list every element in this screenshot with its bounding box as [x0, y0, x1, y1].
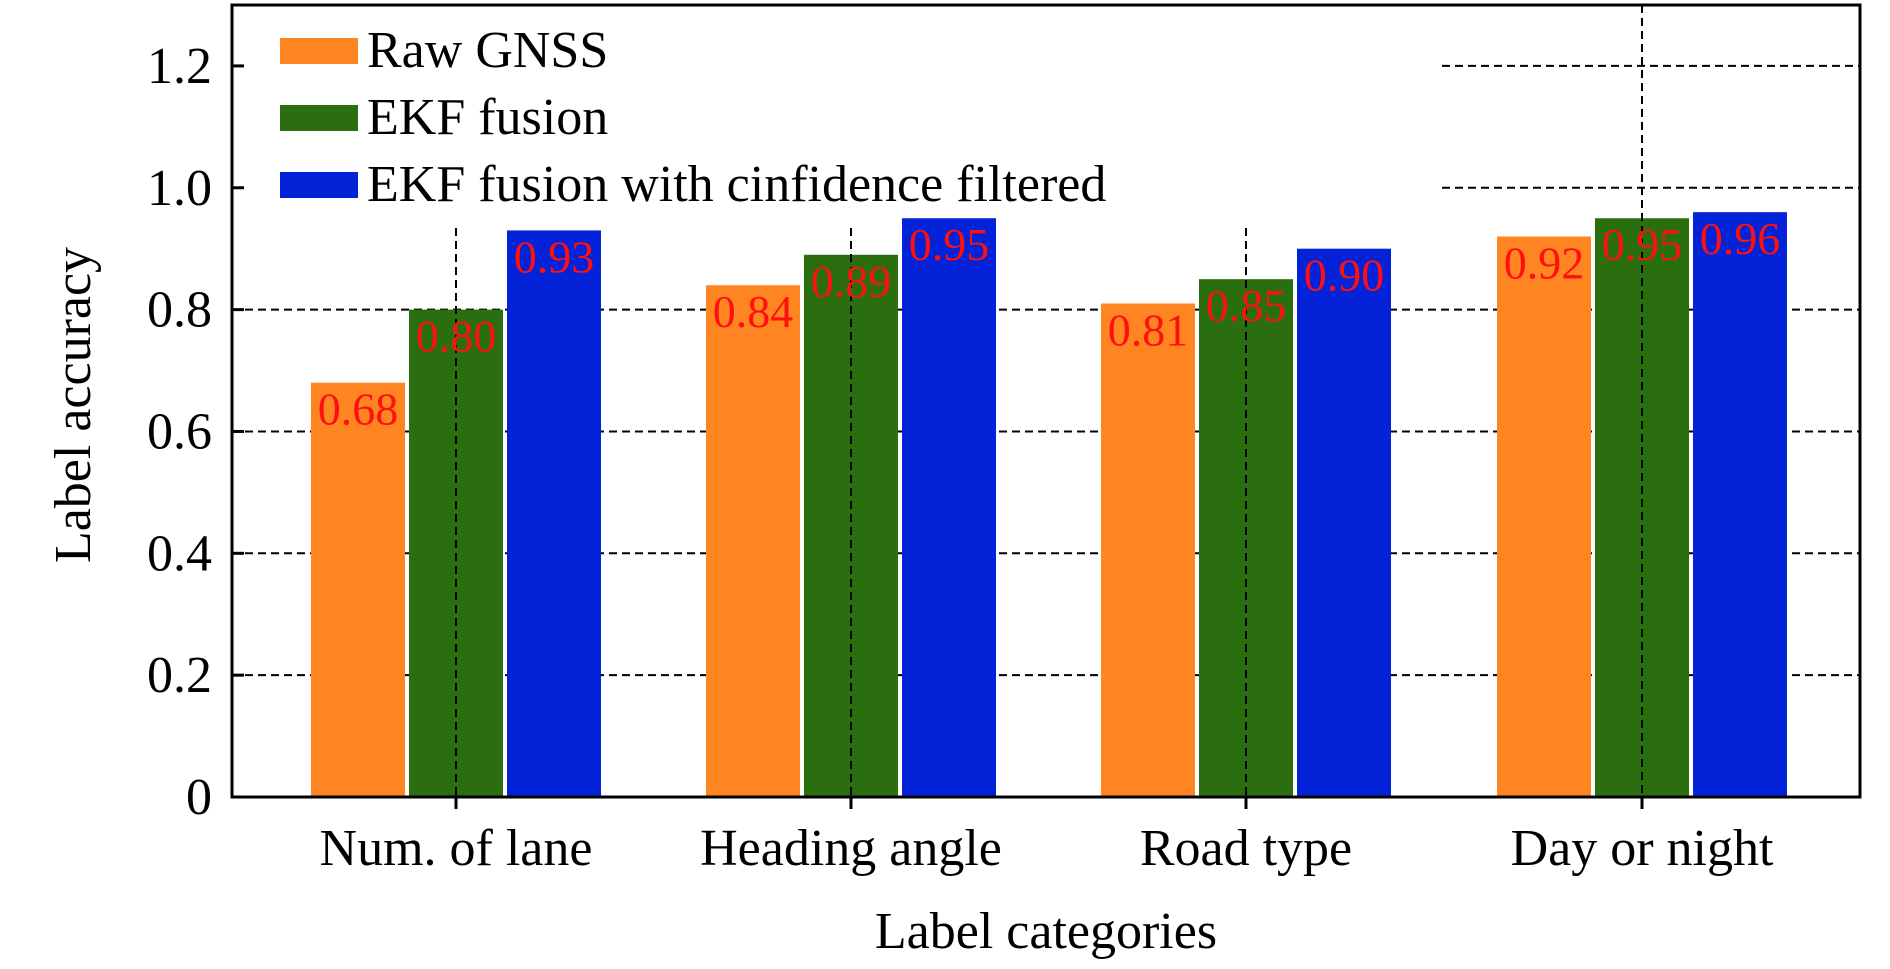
bar	[1297, 248, 1391, 797]
legend: Raw GNSS EKF fusion EKF fusion with cinfid…	[280, 22, 1106, 213]
bar	[1497, 236, 1591, 797]
y-tick-label: 1.2	[147, 38, 212, 95]
data-labels: 0.68 0.80 0.93 0.84 0.89 0.95 0.81 0.85 0.90 0.92…	[318, 213, 1781, 435]
y-tick-label: 0.2	[147, 647, 212, 704]
x-tick-label: Day or night	[1511, 820, 1774, 877]
legend-label: EKF fusion	[367, 89, 608, 146]
x-axis-title: Label categories	[875, 903, 1217, 960]
legend-swatch	[280, 38, 358, 64]
data-label: 0.81	[1108, 305, 1189, 356]
x-tick-label: Heading angle	[700, 820, 1002, 877]
legend-swatch	[280, 105, 358, 131]
data-label: 0.95	[909, 219, 990, 270]
bar	[1101, 303, 1195, 797]
plot-frame	[230, 3, 1862, 799]
y-tick-label: 1.0	[147, 160, 212, 217]
bar	[1199, 279, 1293, 798]
legend-label: EKF fusion with cinfidence filtered	[367, 156, 1106, 213]
data-label: 0.90	[1304, 250, 1385, 301]
legend-label: Raw GNSS	[367, 22, 608, 79]
x-axis: Num. of lane Heading angle Road type Day or…	[320, 797, 1774, 877]
y-axis-title: Label accuracy	[45, 247, 102, 563]
data-label: 0.95	[1602, 219, 1683, 270]
data-label: 0.84	[713, 286, 794, 337]
y-axis: 0 0.2 0.4 0.6 0.8 1.0 1.2	[147, 38, 244, 826]
data-label: 0.96	[1700, 213, 1781, 264]
bar	[311, 382, 405, 797]
data-label: 0.68	[318, 384, 399, 435]
data-label: 0.85	[1206, 280, 1287, 331]
legend-swatch	[280, 172, 358, 198]
y-tick-label: 0.6	[147, 403, 212, 460]
bar	[507, 230, 601, 797]
bar	[1693, 212, 1787, 798]
y-tick-label: 0.8	[147, 282, 212, 339]
bars	[311, 212, 1787, 798]
data-label: 0.80	[416, 311, 497, 362]
x-tick-label: Road type	[1140, 820, 1352, 877]
vertical-grid-lines	[455, 5, 1643, 797]
y-tick-label: 0.4	[147, 525, 212, 582]
bar	[706, 285, 800, 797]
data-label: 0.93	[514, 231, 595, 282]
bar	[902, 218, 996, 797]
data-label: 0.92	[1504, 238, 1585, 289]
data-label: 0.89	[811, 256, 892, 307]
y-tick-label: 0	[186, 769, 212, 826]
x-tick-label: Num. of lane	[320, 820, 593, 877]
